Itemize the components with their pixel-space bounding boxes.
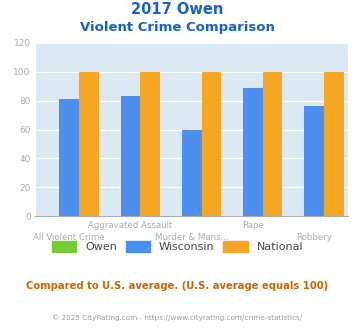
Text: Robbery: Robbery bbox=[296, 233, 332, 242]
Bar bbox=[140, 72, 160, 216]
Bar bbox=[182, 129, 202, 216]
Text: All Violent Crime: All Violent Crime bbox=[33, 233, 105, 242]
Bar bbox=[243, 88, 263, 216]
Text: 2017 Owen: 2017 Owen bbox=[131, 2, 224, 16]
Bar bbox=[304, 106, 324, 216]
Text: Compared to U.S. average. (U.S. average equals 100): Compared to U.S. average. (U.S. average … bbox=[26, 281, 329, 291]
Bar bbox=[263, 72, 282, 216]
Text: Violent Crime Comparison: Violent Crime Comparison bbox=[80, 21, 275, 34]
Bar bbox=[59, 99, 79, 216]
Text: Murder & Mans...: Murder & Mans... bbox=[155, 233, 229, 242]
Text: © 2025 CityRating.com - https://www.cityrating.com/crime-statistics/: © 2025 CityRating.com - https://www.city… bbox=[53, 314, 302, 321]
Legend: Owen, Wisconsin, National: Owen, Wisconsin, National bbox=[47, 237, 308, 257]
Bar bbox=[202, 72, 221, 216]
Bar bbox=[79, 72, 99, 216]
Bar bbox=[324, 72, 344, 216]
Bar bbox=[121, 96, 140, 216]
Text: Aggravated Assault: Aggravated Assault bbox=[88, 221, 173, 230]
Text: Rape: Rape bbox=[242, 221, 264, 230]
